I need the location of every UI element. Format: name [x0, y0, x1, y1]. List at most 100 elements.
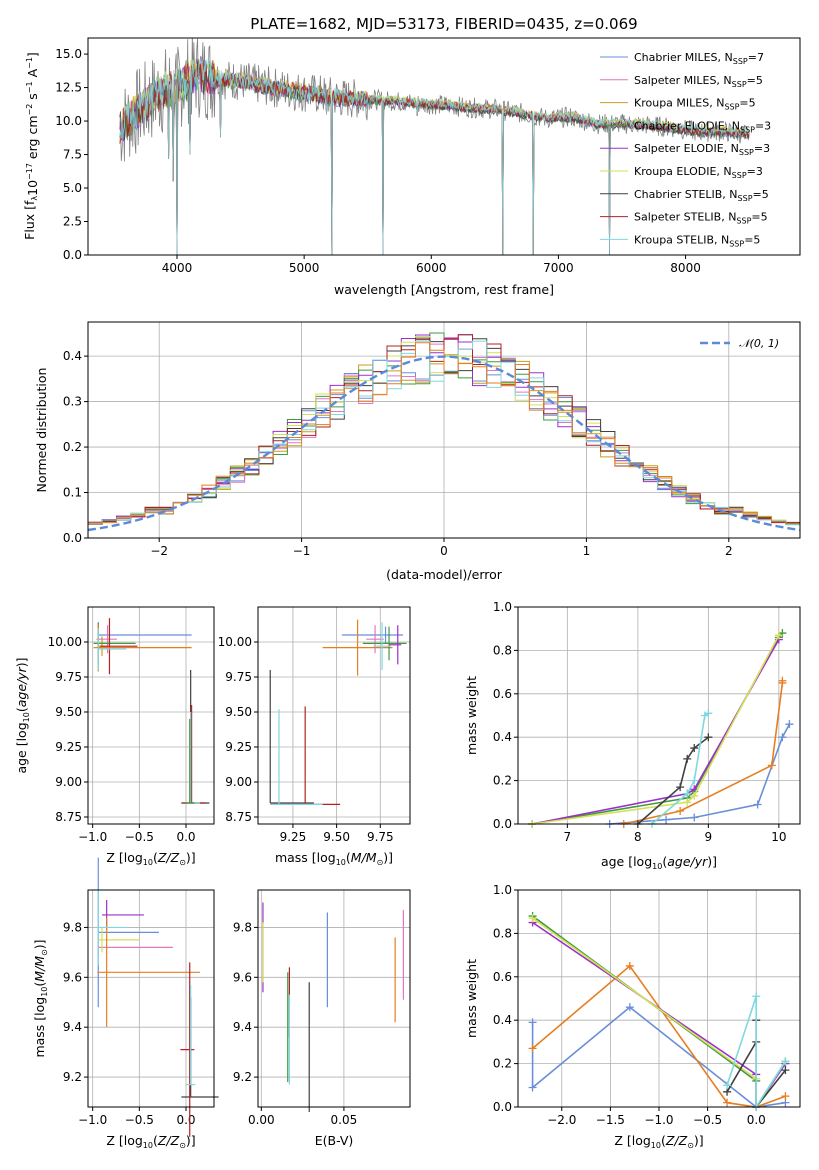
series-marker: [528, 1083, 537, 1092]
y-tick-label: 9.6: [63, 970, 82, 984]
panel-mass_vs_ebv: 0.00 0.05 9.2 9.4 9.6 9.8 E(B-V): [233, 889, 411, 1148]
x-tick-label: −2.0: [547, 1113, 576, 1127]
y-tick-label: 0.0: [63, 531, 82, 545]
series: [723, 992, 790, 1111]
data-point: [180, 962, 195, 1137]
y-axis-label: age [log10(age/yr)]: [14, 657, 31, 773]
model-spectrum: [119, 58, 750, 255]
x-tick-label: −1: [293, 544, 311, 558]
y-tick-label: 9.75: [225, 670, 252, 684]
x-tick-label: 0.0: [747, 1113, 766, 1127]
series-line: [531, 634, 780, 825]
series-marker: [690, 776, 699, 785]
data-point: [270, 709, 323, 806]
x-tick-label: −0.5: [125, 1113, 154, 1127]
y-tick-label: 0.1: [63, 486, 82, 500]
x-tick-label: 9.50: [323, 830, 350, 844]
axes-frame: [257, 606, 411, 825]
x-axis-label: E(B-V): [315, 1133, 354, 1148]
y-tick-label: 2.5: [63, 215, 82, 229]
series-marker: [690, 791, 699, 800]
y-tick-label: 0.3: [63, 395, 82, 409]
x-tick-label: 0.0: [176, 1113, 195, 1127]
series-line: [726, 1020, 787, 1110]
data-point: [97, 939, 173, 955]
axes-frame: [87, 889, 215, 1108]
y-tick-label: 10.00: [218, 635, 252, 649]
y-tick-label: 0.8: [493, 643, 512, 657]
y-tick-label: 15.0: [55, 47, 82, 61]
legend-label: Kroupa STELIB, NSSP=5: [634, 233, 760, 248]
x-tick-label: 1: [583, 544, 591, 558]
data-point: [366, 625, 384, 654]
y-axis-label: Normed distribution: [34, 368, 49, 493]
legend-label: Kroupa ELODIE, NSSP=3: [634, 165, 763, 180]
panel-residual_hist: −2 −1 0 1 2 0.0 0.1 0.2 0.3 0.4 𝒩(0, 1) (data-model…: [34, 321, 801, 582]
legend-label: Salpeter STELIB, NSSP=5: [634, 211, 768, 226]
series-marker: [528, 914, 537, 923]
y-tick-label: 9.8: [63, 920, 82, 934]
y-tick-label: 9.8: [233, 920, 252, 934]
data-point: [181, 997, 219, 1098]
series-marker: [704, 709, 713, 718]
x-tick-label: 0.00: [248, 1113, 275, 1127]
series-marker: [752, 992, 761, 1001]
gaussian-curve: [87, 355, 801, 532]
series-marker: [723, 1098, 732, 1107]
legend-label: Chabrier ELODIE, NSSP=3: [634, 119, 771, 134]
y-tick-label: 0.2: [63, 440, 82, 454]
y-tick-label: 1.0: [493, 883, 512, 897]
series-marker: [662, 815, 671, 824]
series-marker: [683, 789, 692, 798]
x-tick-label: 9.75: [367, 830, 394, 844]
x-axis-label: Z [log10(Z/Z⊙)]: [614, 1133, 703, 1150]
model-spectrum: [119, 57, 750, 255]
y-tick-label: 0.0: [493, 1100, 512, 1114]
series-marker: [723, 1081, 732, 1090]
series-marker: [704, 733, 713, 742]
data-point: [269, 670, 314, 804]
x-tick-label: 9: [705, 830, 713, 844]
x-tick-label: −2: [150, 544, 168, 558]
series-marker: [785, 720, 794, 729]
legend-label: Chabrier MILES, NSSP=7: [634, 51, 764, 66]
y-tick-label: 12.5: [55, 81, 82, 95]
y-tick-label: 7.5: [63, 148, 82, 162]
legend-label: 𝒩(0, 1): [739, 337, 779, 350]
data-point: [100, 618, 138, 675]
series-marker: [625, 961, 634, 970]
series-marker: [753, 800, 762, 809]
spectrum-lines: [119, 38, 750, 255]
series-marker: [781, 1092, 790, 1101]
data-point: [97, 917, 200, 1028]
axes-frame: [517, 606, 801, 825]
y-tick-label: 9.25: [55, 740, 82, 754]
model-spectrum: [119, 61, 750, 255]
y-axis-label: mass weight: [464, 676, 479, 755]
x-tick-label: 2: [725, 544, 733, 558]
x-tick-label: −1.0: [644, 1113, 673, 1127]
y-tick-label: 0.4: [493, 730, 512, 744]
figure-title: PLATE=1682, MJD=53173, FIBERID=0435, z=0…: [250, 15, 637, 33]
y-axis-label: mass [log10(M/M⊙)]: [32, 939, 49, 1057]
x-tick-label: 0.05: [331, 1113, 358, 1127]
data-point: [341, 626, 404, 644]
legend-label: Chabrier STELIB, NSSP=5: [634, 188, 769, 203]
x-axis-label: age [log10(age/yr)]: [601, 854, 717, 871]
y-tick-label: 0.4: [63, 349, 82, 363]
y-tick-label: 0.2: [493, 774, 512, 788]
series-line: [531, 632, 784, 825]
panel-massweight_vs_age: 7 8 9 10 0.0 0.2 0.4 0.6 0.8 1.0 mass weight age [l…: [464, 600, 801, 871]
y-tick-label: 9.25: [225, 740, 252, 754]
data-point: [185, 719, 195, 804]
data-point: [389, 625, 402, 665]
series-line: [726, 996, 787, 1110]
y-tick-label: 0.2: [493, 1057, 512, 1071]
series-marker: [778, 733, 787, 742]
x-tick-label: −1.0: [78, 1113, 107, 1127]
series: [528, 629, 787, 828]
series-marker: [778, 676, 787, 685]
y-tick-label: 8.75: [55, 810, 82, 824]
legend-label: Salpeter ELODIE, NSSP=3: [634, 142, 770, 157]
x-tick-label: 6000: [416, 261, 447, 275]
